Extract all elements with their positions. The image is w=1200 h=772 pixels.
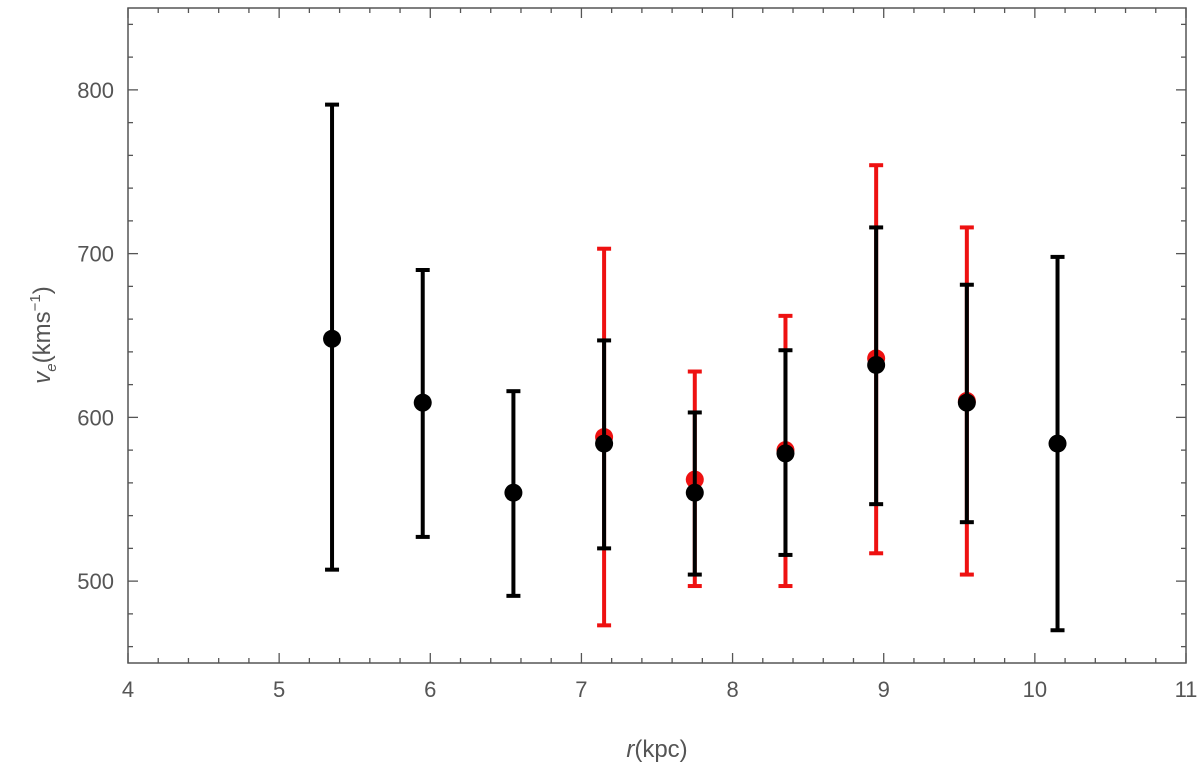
- data-point: [504, 483, 523, 502]
- data-point: [776, 444, 795, 463]
- x-tick-label: 8: [726, 677, 738, 702]
- x-tick-label: 6: [424, 677, 436, 702]
- data-point: [867, 355, 886, 374]
- y-tick-label: 600: [77, 405, 114, 430]
- axis-tick-labels: 4 5 6 7 8 9 10 11 500 600 700 800: [77, 78, 1197, 702]
- y-axis-label: ve(kms−1): [27, 286, 60, 383]
- y-tick-label: 500: [77, 569, 114, 594]
- data-point: [413, 393, 432, 412]
- x-tick-label: 7: [575, 677, 587, 702]
- x-tick-label: 9: [878, 677, 890, 702]
- data-point: [323, 329, 342, 348]
- x-tick-label: 11: [1175, 677, 1198, 702]
- x-axis-var: r: [626, 736, 635, 763]
- plot-frame: [127, 7, 1187, 664]
- axis-ticks: [127, 8, 1187, 663]
- data-marks: [323, 102, 1067, 633]
- x-axis-label: r(kpc): [626, 736, 687, 763]
- y-axis-sub: e: [43, 363, 60, 371]
- x-axis-unit: (kpc): [634, 736, 687, 763]
- data-point: [1048, 434, 1067, 453]
- y-axis-unit-post: ): [29, 286, 56, 294]
- y-axis-unit-pre: (kms: [29, 311, 56, 363]
- x-tick-label: 5: [273, 677, 285, 702]
- data-point: [685, 483, 704, 502]
- x-tick-label: 4: [122, 677, 134, 702]
- data-point: [957, 393, 976, 412]
- y-tick-label: 700: [77, 242, 114, 267]
- y-tick-label: 800: [77, 78, 114, 103]
- y-axis-var: v: [29, 370, 56, 384]
- x-tick-label: 10: [1023, 677, 1047, 702]
- series-2: [323, 102, 1067, 633]
- y-axis-sup: −1: [27, 294, 44, 311]
- data-point: [595, 434, 614, 453]
